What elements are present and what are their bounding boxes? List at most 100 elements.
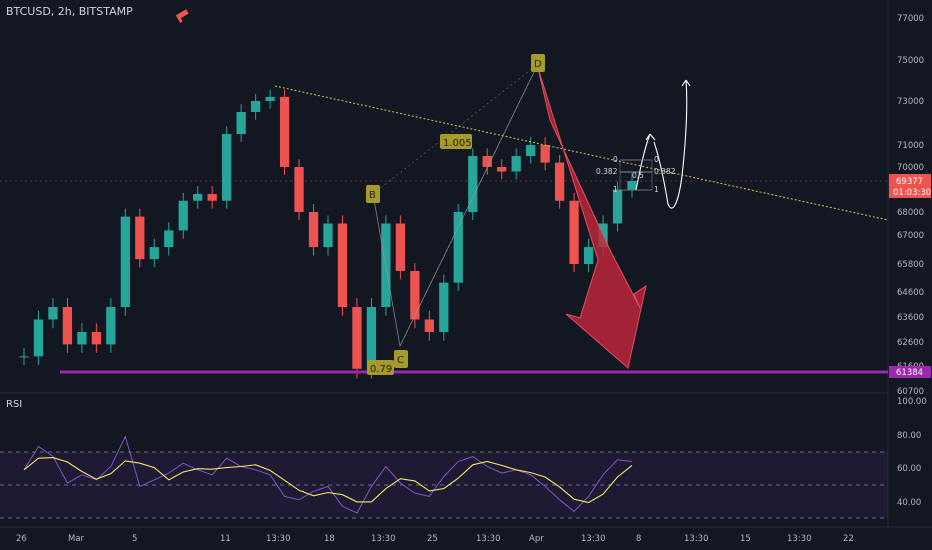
candle-body — [554, 162, 565, 201]
candle-body — [19, 356, 29, 358]
time-tick: 18 — [324, 534, 335, 544]
projection-path[interactable] — [635, 79, 691, 209]
point-c-box[interactable] — [394, 350, 408, 368]
point-d-label: D — [534, 59, 542, 70]
candle-body — [222, 134, 232, 201]
time-tick: 22 — [843, 534, 854, 544]
countdown-value: 01:03:30 — [893, 188, 931, 198]
candle-body — [164, 230, 174, 248]
candle-body — [250, 101, 261, 112]
support-price-value: 61384 — [896, 368, 923, 378]
fib-right-1: 1 — [654, 185, 659, 194]
candle-body — [612, 189, 623, 224]
bearish-arrow[interactable] — [537, 67, 647, 369]
time-axis[interactable]: 26 Mar 5 11 13:30 18 13:30 25 13:30 Apr … — [16, 534, 854, 544]
symbol-header[interactable]: BTCUSD, 2h, BITSTAMP — [6, 5, 133, 18]
candle-body — [627, 181, 637, 190]
price-tick: 60700 — [897, 387, 924, 397]
rsi-line — [23, 435, 633, 514]
time-tick: 13:30 — [371, 534, 396, 544]
candle-body — [439, 282, 449, 332]
price-tick: 62600 — [897, 338, 924, 348]
candle-body — [482, 156, 492, 167]
candle-body — [48, 307, 58, 320]
candle-body — [91, 332, 102, 345]
rsi-layer — [23, 435, 633, 514]
candle-body — [62, 307, 73, 345]
ratio-079-label: 0.79 — [370, 364, 392, 375]
price-axis[interactable]: 77000 75000 73000 71000 70000 68000 6700… — [897, 14, 924, 397]
rsi-axis[interactable]: 100.00 80.00 60.00 40.00 — [897, 397, 927, 508]
candle-body — [207, 194, 217, 201]
time-tick: 5 — [132, 534, 137, 544]
price-tick: 73000 — [897, 97, 924, 107]
time-tick: 8 — [636, 534, 641, 544]
rsi-tick: 100.00 — [897, 397, 927, 407]
alert-hammer-icon[interactable] — [175, 9, 189, 23]
price-tick: 71000 — [897, 141, 924, 151]
fib-right-5: 0.5 — [632, 171, 644, 180]
candle-body — [193, 194, 203, 201]
time-tick: 13:30 — [787, 534, 812, 544]
candle-body — [583, 247, 594, 264]
support-price-badge — [889, 366, 931, 378]
price-tick: 75000 — [897, 56, 924, 66]
price-tick: 68000 — [897, 208, 924, 218]
point-b-box[interactable] — [366, 185, 380, 203]
rsi-tick: 40.00 — [897, 498, 921, 508]
time-tick: Apr — [529, 534, 544, 544]
time-tick: 26 — [16, 534, 27, 544]
time-tick: 13:30 — [581, 534, 606, 544]
candle-body — [410, 271, 420, 320]
rsi-tick: 80.00 — [897, 431, 921, 441]
trendline[interactable] — [274, 85, 889, 221]
candles-layer — [19, 89, 637, 379]
point-c-label: C — [397, 355, 404, 366]
time-tick: 15 — [740, 534, 751, 544]
time-tick: 25 — [427, 534, 438, 544]
candle-body — [526, 145, 536, 156]
time-tick: Mar — [68, 534, 85, 544]
point-d-box[interactable] — [531, 54, 545, 72]
candle-body — [106, 307, 116, 345]
ratio-1005-box[interactable] — [440, 134, 472, 149]
fib-right-0: 0 — [654, 155, 659, 164]
candle-body — [337, 223, 348, 307]
fib-right-382: 0.382 — [654, 167, 676, 176]
candle-body — [265, 96, 275, 101]
candle-body — [540, 145, 550, 163]
current-price-badge — [889, 174, 931, 198]
fib-label-382: 0.382 — [596, 167, 618, 176]
rsi-title[interactable]: RSI — [6, 399, 23, 410]
candle-body — [178, 200, 188, 231]
price-tick: 67000 — [897, 231, 924, 241]
time-tick: 11 — [220, 534, 231, 544]
price-tick: 77000 — [897, 14, 924, 24]
candle-body — [453, 212, 463, 283]
candle-body — [294, 167, 304, 212]
candle-body — [395, 223, 406, 271]
price-tick: 64600 — [897, 288, 924, 298]
ratio-079-box[interactable] — [367, 360, 394, 375]
candle-body — [352, 307, 362, 369]
price-tick: 65800 — [897, 260, 924, 270]
candle-body — [323, 223, 333, 248]
candle-body — [308, 212, 319, 248]
candle-body — [77, 332, 87, 345]
candle-body — [33, 319, 44, 357]
price-tick: 70000 — [897, 163, 924, 173]
candle-body — [135, 216, 145, 260]
time-tick: 13:30 — [476, 534, 501, 544]
time-tick: 13:30 — [684, 534, 709, 544]
candle-body — [468, 156, 478, 212]
candle-body — [424, 319, 434, 332]
candle-body — [236, 112, 246, 134]
time-tick: 13:30 — [266, 534, 291, 544]
candle-body — [120, 216, 130, 307]
point-b-label: B — [369, 190, 376, 201]
candle-body — [497, 167, 507, 172]
rsi-tick: 60.00 — [897, 464, 921, 474]
candle-body — [569, 200, 579, 264]
fib-label-0: 0 — [613, 155, 618, 164]
